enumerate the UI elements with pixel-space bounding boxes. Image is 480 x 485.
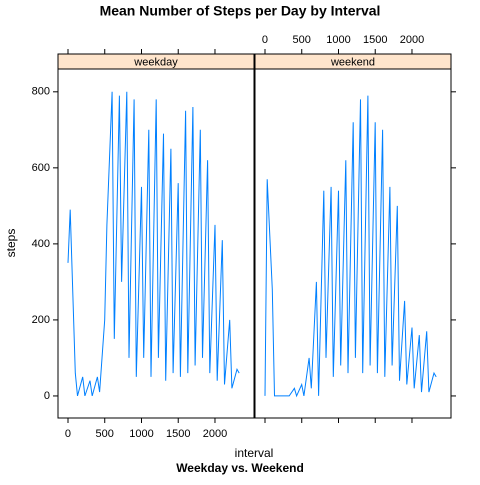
series-line xyxy=(67,91,240,397)
strip-label: weekday xyxy=(133,56,178,68)
y-tick-label: 200 xyxy=(32,314,50,326)
x-tick-label: 1000 xyxy=(326,34,350,46)
subtitle: Weekday vs. Weekend xyxy=(176,461,304,475)
x-tick-label: 500 xyxy=(293,34,311,46)
series-line xyxy=(264,95,437,398)
x-tick-label: 0 xyxy=(65,428,71,440)
y-tick-label: 0 xyxy=(44,390,50,402)
y-axis-label: steps xyxy=(4,229,18,258)
x-tick-label: 1000 xyxy=(129,428,153,440)
strip-label: weekend xyxy=(330,56,375,68)
y-tick-label: 400 xyxy=(32,238,50,250)
x-tick-label: 500 xyxy=(96,428,114,440)
y-tick-label: 800 xyxy=(32,86,50,98)
x-axis-label: interval xyxy=(235,446,274,460)
x-tick-label: 2000 xyxy=(203,428,227,440)
x-tick-label: 1500 xyxy=(166,428,190,440)
x-tick-label: 0 xyxy=(262,34,268,46)
panel-frame xyxy=(254,68,452,419)
y-tick-label: 600 xyxy=(32,162,50,174)
x-tick-label: 1500 xyxy=(363,34,387,46)
x-tick-label: 2000 xyxy=(400,34,424,46)
chart-title: Mean Number of Steps per Day by Interval xyxy=(100,3,381,19)
